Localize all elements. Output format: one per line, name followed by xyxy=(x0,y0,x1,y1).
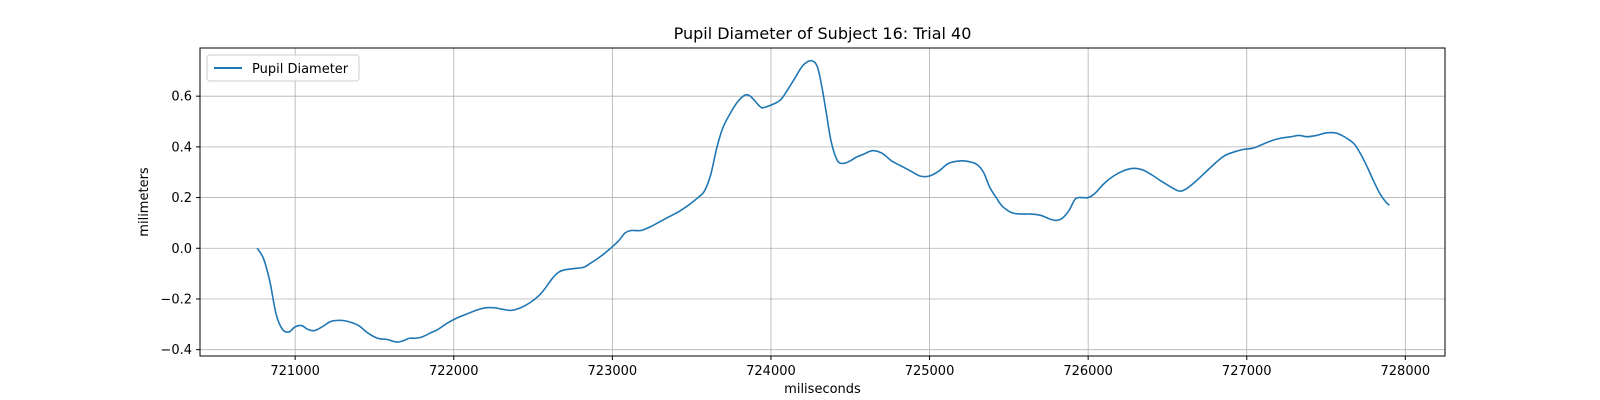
x-tick-label: 723000 xyxy=(588,364,638,379)
grid xyxy=(200,48,1445,356)
pupil-diameter-line xyxy=(256,59,1390,343)
legend: Pupil Diameter xyxy=(206,54,360,82)
y-tick-label: −0.2 xyxy=(160,292,192,307)
y-tick-label: 0.4 xyxy=(171,140,192,155)
x-tick-label: 728000 xyxy=(1381,364,1431,379)
plot-frame xyxy=(199,47,1446,357)
x-tick-label: 726000 xyxy=(1063,364,1113,379)
x-axis-label: miliseconds xyxy=(784,382,861,397)
y-tick-label: −0.4 xyxy=(160,343,192,358)
x-tick-label: 727000 xyxy=(1222,364,1272,379)
x-tick-label: 721000 xyxy=(270,364,320,379)
x-tick-label: 725000 xyxy=(905,364,955,379)
y-tick-label: 0.0 xyxy=(171,242,192,257)
y-tick-label: 0.6 xyxy=(171,90,192,105)
legend-label: Pupil Diameter xyxy=(252,62,349,77)
y-axis: −0.4 −0.2 0.0 0.2 0.4 0.6 xyxy=(160,90,200,358)
data-layer xyxy=(256,59,1390,343)
x-axis: 721000 722000 723000 724000 725000 726000 7270… xyxy=(270,356,1430,379)
chart-title: Pupil Diameter of Subject 16: Trial 40 xyxy=(674,24,972,43)
y-axis-label: milimeters xyxy=(137,167,152,237)
x-tick-label: 722000 xyxy=(429,364,479,379)
y-tick-label: 0.2 xyxy=(171,191,192,206)
legend-box xyxy=(206,54,360,82)
x-tick-label: 724000 xyxy=(746,364,796,379)
